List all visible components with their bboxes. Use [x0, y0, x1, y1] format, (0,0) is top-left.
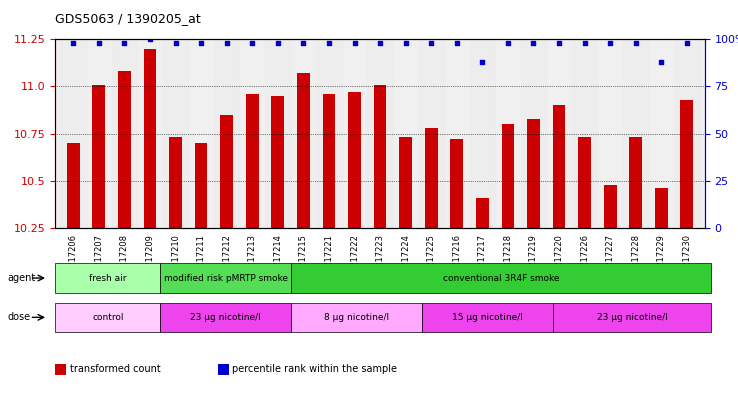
- Point: [348, 40, 360, 46]
- Bar: [623, 39, 649, 228]
- Text: fresh air: fresh air: [89, 274, 126, 283]
- Text: 23 μg nicotine/l: 23 μg nicotine/l: [597, 313, 667, 322]
- Bar: [579, 138, 591, 228]
- Point: [528, 40, 539, 46]
- Text: GDS5063 / 1390205_at: GDS5063 / 1390205_at: [55, 12, 201, 25]
- Point: [297, 40, 309, 46]
- Text: transformed count: transformed count: [70, 364, 161, 375]
- Point: [655, 59, 667, 65]
- Bar: [680, 100, 693, 228]
- Point: [374, 40, 386, 46]
- Point: [272, 40, 283, 46]
- Bar: [502, 124, 514, 228]
- Bar: [604, 185, 616, 228]
- Point: [604, 40, 616, 46]
- Bar: [118, 72, 131, 228]
- Bar: [246, 94, 258, 228]
- Point: [502, 40, 514, 46]
- Bar: [348, 92, 361, 228]
- Bar: [67, 143, 80, 228]
- Point: [67, 40, 79, 46]
- Bar: [169, 138, 182, 228]
- Text: 23 μg nicotine/l: 23 μg nicotine/l: [190, 313, 261, 322]
- Point: [477, 59, 489, 65]
- Text: 8 μg nicotine/l: 8 μg nicotine/l: [324, 313, 390, 322]
- Point: [221, 40, 232, 46]
- Bar: [323, 94, 335, 228]
- Bar: [469, 39, 495, 228]
- Text: dose: dose: [7, 312, 30, 322]
- Bar: [674, 39, 700, 228]
- Bar: [476, 198, 489, 228]
- Text: percentile rank within the sample: percentile rank within the sample: [232, 364, 398, 375]
- Bar: [368, 39, 393, 228]
- Bar: [399, 138, 412, 228]
- Bar: [425, 128, 438, 228]
- Text: 15 μg nicotine/l: 15 μg nicotine/l: [452, 313, 523, 322]
- Point: [195, 40, 207, 46]
- Bar: [572, 39, 597, 228]
- Bar: [144, 49, 156, 228]
- Text: conventional 3R4F smoke: conventional 3R4F smoke: [443, 274, 559, 283]
- Bar: [316, 39, 342, 228]
- Bar: [655, 188, 668, 228]
- Point: [119, 40, 131, 46]
- Bar: [527, 119, 540, 228]
- Point: [451, 40, 463, 46]
- Bar: [61, 39, 86, 228]
- Point: [246, 40, 258, 46]
- Bar: [418, 39, 444, 228]
- Bar: [450, 139, 463, 228]
- Bar: [373, 84, 387, 228]
- Point: [630, 40, 641, 46]
- Bar: [272, 96, 284, 228]
- Bar: [521, 39, 546, 228]
- Point: [144, 36, 156, 42]
- Bar: [630, 138, 642, 228]
- Bar: [163, 39, 188, 228]
- Point: [425, 40, 437, 46]
- Bar: [195, 143, 207, 228]
- Point: [170, 40, 182, 46]
- Point: [93, 40, 105, 46]
- Point: [323, 40, 335, 46]
- Point: [400, 40, 412, 46]
- Bar: [214, 39, 239, 228]
- Bar: [92, 84, 106, 228]
- Text: modified risk pMRTP smoke: modified risk pMRTP smoke: [164, 274, 288, 283]
- Text: control: control: [92, 313, 123, 322]
- Bar: [111, 39, 137, 228]
- Point: [681, 40, 693, 46]
- Bar: [553, 105, 565, 228]
- Point: [579, 40, 590, 46]
- Text: agent: agent: [7, 273, 35, 283]
- Bar: [220, 115, 233, 228]
- Bar: [265, 39, 291, 228]
- Point: [554, 40, 565, 46]
- Bar: [297, 73, 310, 228]
